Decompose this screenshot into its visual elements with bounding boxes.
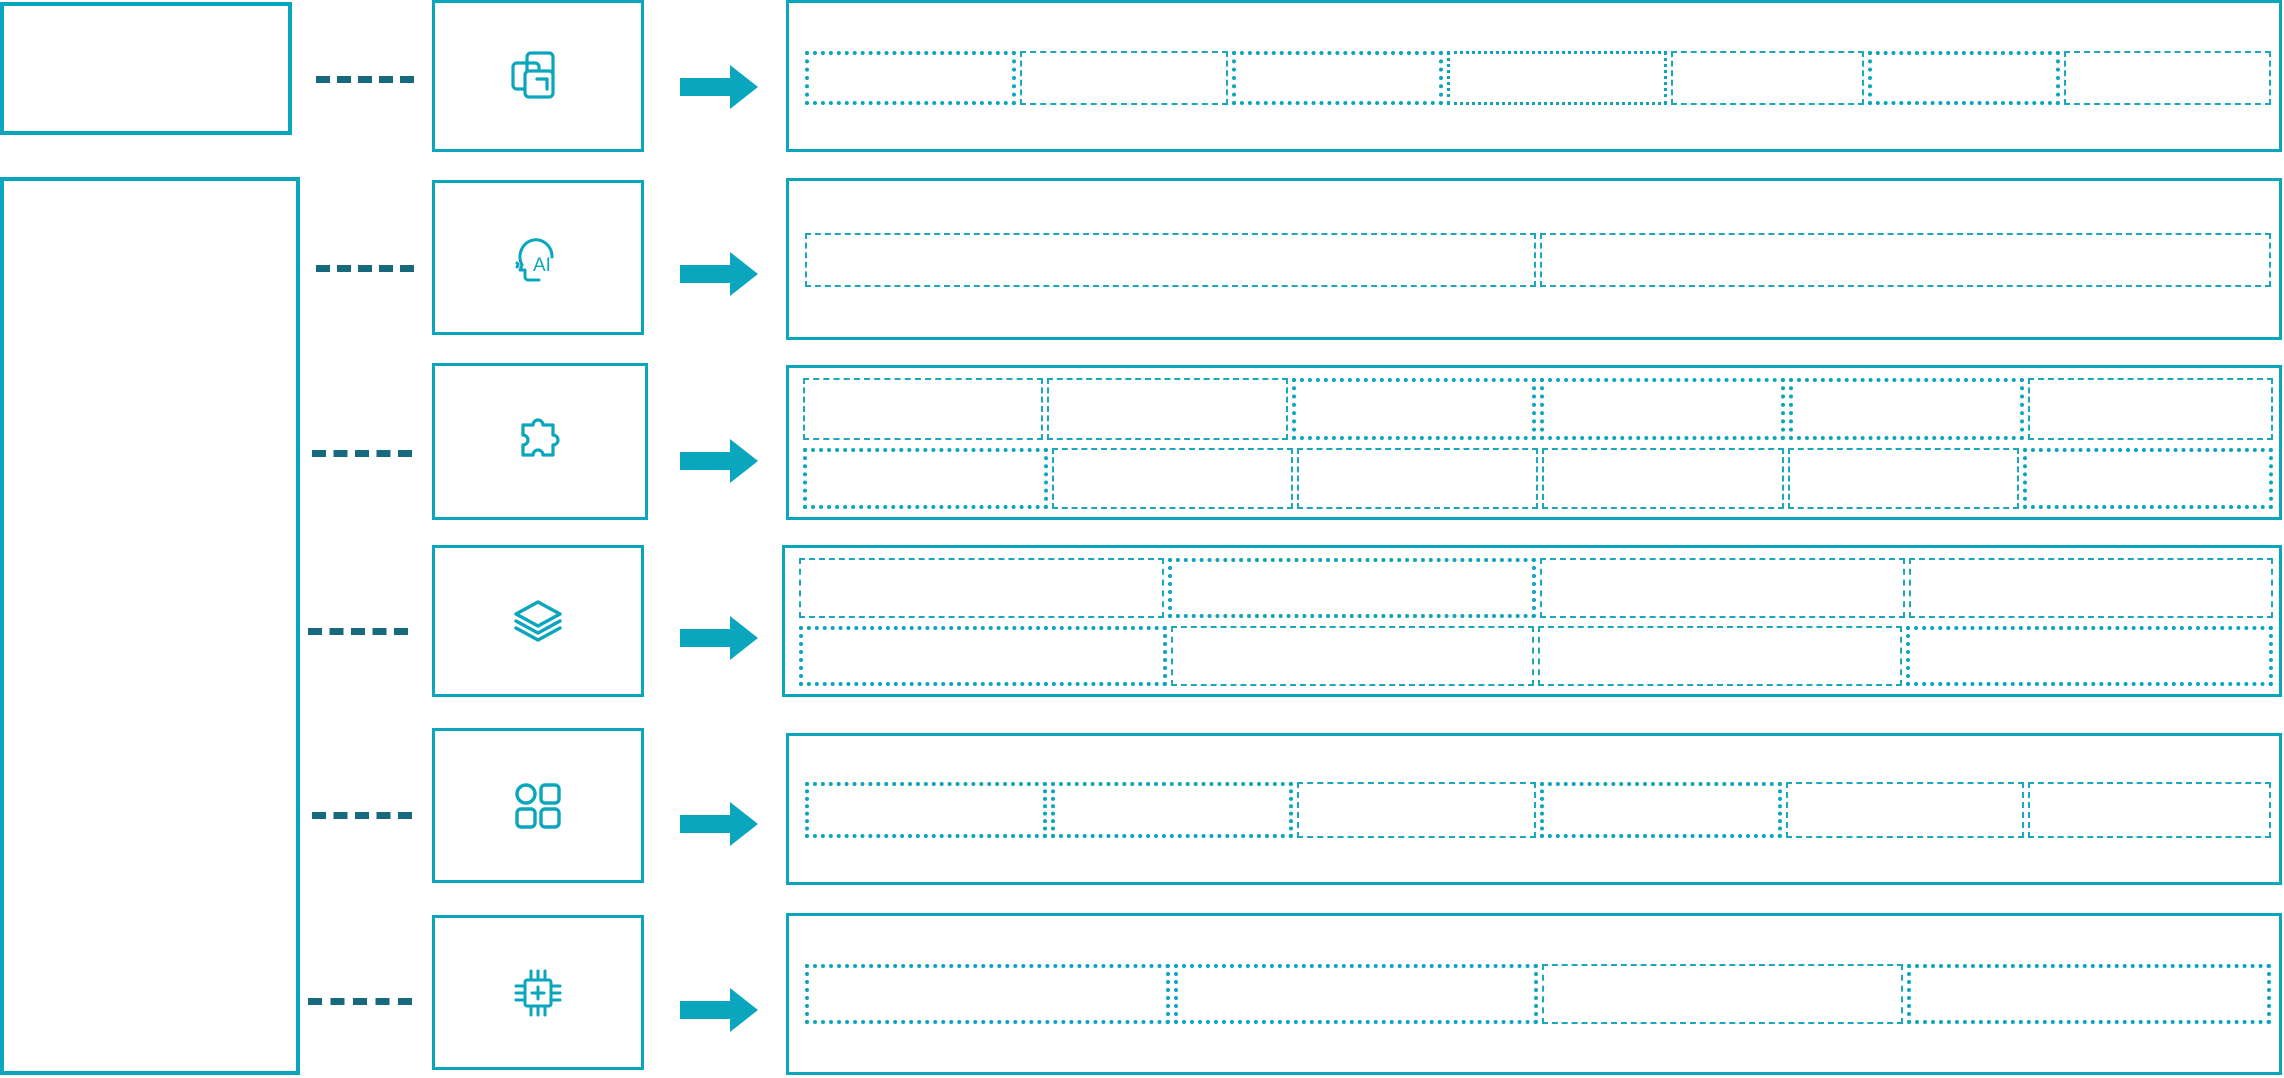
content-panel-2 <box>786 178 2282 340</box>
placeholder-slot[interactable] <box>1540 558 1905 618</box>
connector-line-5 <box>312 812 412 819</box>
ai-head-icon-label: AI <box>533 255 551 276</box>
placeholder-slot[interactable] <box>1542 964 1903 1024</box>
layers-stack-icon <box>506 589 570 653</box>
cpu-chip-icon <box>508 963 568 1023</box>
placeholder-slot[interactable] <box>803 447 1049 509</box>
icon-tile-overlapping-windows[interactable] <box>432 0 644 152</box>
placeholder-slot[interactable] <box>1170 626 1534 686</box>
placeholder-slot[interactable] <box>803 378 1044 440</box>
overlapping-windows-icon <box>507 45 569 107</box>
icon-tile-layers-stack[interactable] <box>432 545 644 697</box>
connector-line-1 <box>316 76 414 83</box>
content-panel-3 <box>786 365 2282 520</box>
placeholder-slot[interactable] <box>1908 558 2273 618</box>
placeholder-slot[interactable] <box>1539 782 1782 838</box>
placeholder-slot[interactable] <box>1787 447 2020 509</box>
arrow-right-icon <box>680 252 758 296</box>
placeholder-slot[interactable] <box>1052 447 1294 509</box>
flow-arrow-3 <box>680 437 758 485</box>
placeholder-slot[interactable] <box>805 51 1017 105</box>
placeholder-slot[interactable] <box>1051 782 1294 838</box>
connector-line-3 <box>312 450 412 457</box>
placeholder-row <box>789 51 2279 105</box>
placeholder-row <box>789 782 2279 838</box>
placeholder-slot[interactable] <box>2063 51 2271 105</box>
arrow-right-icon <box>680 802 758 846</box>
placeholder-row <box>785 558 2279 618</box>
placeholder-slot[interactable] <box>1173 964 1538 1024</box>
app-grid-icon <box>509 777 567 835</box>
connector-line-4 <box>308 628 408 635</box>
placeholder-row <box>785 626 2279 686</box>
connector-line-6 <box>308 998 412 1005</box>
placeholder-slot[interactable] <box>1447 51 1668 105</box>
placeholder-row <box>789 378 2279 440</box>
placeholder-slot[interactable] <box>1291 378 1537 440</box>
placeholder-slot[interactable] <box>1297 782 1536 838</box>
placeholder-slot[interactable] <box>1167 558 1536 618</box>
placeholder-row <box>789 233 2279 287</box>
flow-arrow-4 <box>680 614 758 662</box>
placeholder-slot[interactable] <box>1868 51 2060 105</box>
content-panel-4 <box>782 545 2282 697</box>
placeholder-slot[interactable] <box>1231 51 1444 105</box>
placeholder-slot[interactable] <box>1538 626 1902 686</box>
placeholder-slot[interactable] <box>1542 447 1784 509</box>
placeholder-slot[interactable] <box>1671 51 1865 105</box>
left-frame-top[interactable] <box>0 2 292 135</box>
placeholder-slot[interactable] <box>2027 378 2273 440</box>
left-frame-bottom[interactable] <box>0 177 300 1075</box>
icon-tile-puzzle-piece[interactable] <box>432 363 648 520</box>
arrow-right-icon <box>680 439 758 483</box>
flow-arrow-1 <box>680 63 758 111</box>
placeholder-row <box>789 964 2279 1024</box>
arrow-right-icon <box>680 616 758 660</box>
placeholder-slot[interactable] <box>1906 964 2271 1024</box>
placeholder-slot[interactable] <box>805 233 1536 287</box>
placeholder-slot[interactable] <box>1785 782 2025 838</box>
connector-line-2 <box>316 265 414 272</box>
content-panel-5 <box>786 733 2282 885</box>
placeholder-slot[interactable] <box>2028 782 2271 838</box>
placeholder-slot[interactable] <box>1905 626 2273 686</box>
placeholder-slot[interactable] <box>1788 378 2024 440</box>
placeholder-slot[interactable] <box>1047 378 1288 440</box>
placeholder-slot[interactable] <box>2023 447 2273 509</box>
content-panel-6 <box>786 913 2282 1075</box>
icon-tile-app-grid[interactable] <box>432 728 644 883</box>
placeholder-slot[interactable] <box>799 558 1164 618</box>
arrow-right-icon <box>680 988 758 1032</box>
icon-tile-ai-head[interactable]: AI <box>432 180 644 335</box>
placeholder-row <box>789 447 2279 509</box>
ai-head-icon: AI <box>507 227 569 289</box>
flow-arrow-6 <box>680 986 758 1034</box>
placeholder-slot[interactable] <box>1540 378 1785 440</box>
flow-arrow-5 <box>680 800 758 848</box>
placeholder-slot[interactable] <box>1540 233 2271 287</box>
content-panel-1 <box>786 0 2282 152</box>
placeholder-slot[interactable] <box>1297 447 1539 509</box>
icon-tile-cpu-chip[interactable] <box>432 915 644 1070</box>
puzzle-piece-icon <box>509 411 571 473</box>
placeholder-slot[interactable] <box>799 626 1167 686</box>
placeholder-slot[interactable] <box>805 964 1170 1024</box>
flow-arrow-2 <box>680 250 758 298</box>
placeholder-slot[interactable] <box>1020 51 1228 105</box>
placeholder-slot[interactable] <box>805 782 1048 838</box>
arrow-right-icon <box>680 65 758 109</box>
